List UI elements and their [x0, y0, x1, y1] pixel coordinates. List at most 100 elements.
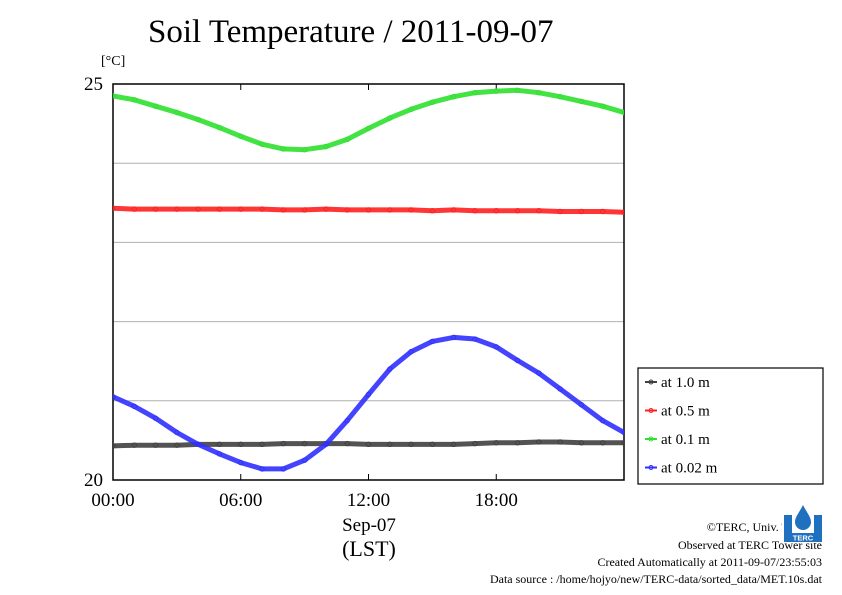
series-line-at-0-5-m — [113, 205, 624, 215]
data-point — [514, 440, 521, 446]
data-point — [514, 208, 521, 214]
data-point — [131, 403, 137, 410]
data-point — [113, 443, 116, 449]
series-line-at-0-02-m — [113, 334, 624, 472]
data-point — [600, 440, 606, 446]
data-point — [557, 439, 563, 445]
data-point — [493, 344, 499, 350]
data-point — [323, 143, 329, 150]
data-point — [387, 441, 393, 448]
data-point — [195, 206, 201, 212]
data-point — [557, 93, 563, 100]
data-point — [131, 206, 137, 212]
data-point — [450, 93, 457, 100]
data-point — [578, 208, 585, 215]
data-point — [323, 206, 329, 212]
data-point — [557, 208, 563, 215]
data-point — [621, 109, 624, 116]
data-point — [493, 88, 499, 94]
data-point — [216, 124, 223, 131]
data-point — [259, 141, 265, 147]
data-point — [113, 394, 116, 400]
data-point — [536, 90, 542, 96]
data-point — [536, 208, 542, 214]
data-point — [280, 146, 287, 152]
data-point — [174, 206, 180, 212]
created-timestamp-text: Created Automatically at 2011-09-07/23:5… — [597, 555, 822, 569]
data-point — [493, 440, 499, 446]
legend-marker — [648, 408, 654, 413]
data-point — [387, 207, 393, 213]
data-point — [600, 103, 606, 109]
data-point — [408, 348, 414, 355]
plot-frame — [112, 83, 625, 481]
data-point — [301, 147, 308, 153]
data-point — [216, 441, 223, 448]
data-point — [259, 466, 265, 472]
data-point — [514, 87, 521, 94]
data-point — [408, 441, 414, 448]
data-point — [387, 115, 393, 121]
data-point — [408, 207, 414, 213]
data-point — [344, 207, 350, 213]
data-point — [238, 206, 244, 212]
data-point — [365, 391, 372, 398]
data-point — [301, 207, 308, 213]
x-tick-label: 18:00 — [475, 490, 518, 511]
data-point — [238, 441, 244, 448]
data-point — [195, 116, 201, 123]
data-point — [621, 440, 624, 446]
data-point — [280, 466, 287, 472]
x-axis-label: (LST) — [342, 536, 396, 561]
legend-box — [637, 367, 824, 485]
data-point — [429, 208, 436, 214]
data-point — [323, 441, 329, 448]
data-point — [472, 336, 478, 342]
chart-title: Soil Temperature / 2011-09-07 — [148, 14, 554, 50]
legend-label: at 0.02 m — [661, 461, 718, 477]
data-point — [365, 207, 372, 213]
data-point — [216, 451, 223, 457]
data-point — [113, 93, 116, 99]
data-point — [344, 440, 350, 447]
data-point — [238, 133, 244, 139]
data-point — [536, 370, 542, 376]
data-point — [152, 103, 159, 109]
data-point — [152, 206, 159, 212]
y-tick-label: 25 — [84, 74, 103, 95]
data-point — [174, 442, 180, 448]
x-axis-date-label: Sep-07 — [342, 515, 396, 536]
legend-marker — [648, 379, 654, 385]
data-point — [429, 441, 436, 448]
data-source-text: Data source : /home/hojyo/new/TERC-data/… — [489, 572, 822, 586]
data-point — [113, 205, 116, 212]
x-tick-label: 06:00 — [219, 490, 262, 511]
data-point — [429, 338, 436, 345]
data-point — [450, 441, 457, 448]
data-point — [174, 109, 180, 116]
data-point — [536, 439, 542, 445]
data-point — [429, 99, 436, 105]
data-point — [450, 207, 457, 213]
data-point — [131, 97, 137, 103]
data-point — [493, 208, 499, 214]
logo-text: TERC — [793, 534, 814, 543]
legend-label: at 0.5 m — [661, 404, 710, 420]
data-point — [280, 207, 287, 213]
x-tick-label: 00:00 — [91, 490, 134, 511]
data-point — [131, 442, 137, 448]
data-point — [152, 415, 159, 421]
data-point — [238, 459, 244, 466]
data-point — [472, 440, 478, 447]
data-point — [578, 402, 585, 408]
data-point — [344, 136, 350, 143]
legend-label: at 1.0 m — [661, 375, 710, 391]
terc-logo: TERC — [782, 503, 824, 543]
legend-marker — [648, 465, 654, 470]
legend-label: at 0.1 m — [661, 432, 710, 448]
legend-marker — [648, 436, 654, 442]
data-point — [578, 98, 585, 105]
data-point — [365, 441, 372, 448]
data-point — [621, 209, 624, 216]
